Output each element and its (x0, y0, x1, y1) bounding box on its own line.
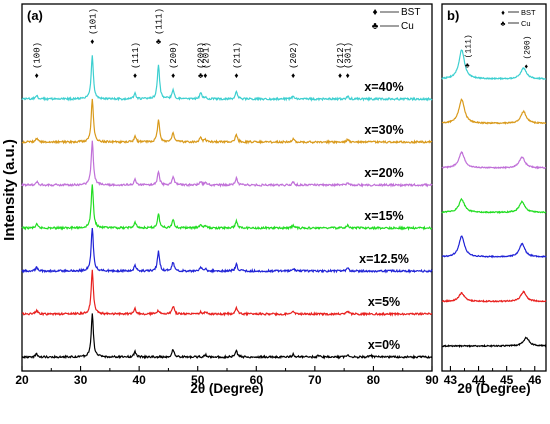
legend-marker: ♦ (501, 8, 505, 17)
peak-index-label: (111) (131, 42, 141, 69)
peak-index-label: (200) (197, 42, 207, 69)
x-axis-label: 2θ (Degree) (457, 381, 530, 396)
legend-marker: ♦ (372, 7, 377, 18)
peak-index-label: (212) (336, 42, 346, 69)
x-tick-label: 45 (500, 373, 514, 387)
peak-index-label: (100) (33, 42, 43, 69)
peak-marker: ♦ (234, 71, 238, 80)
trace-x-15- (441, 197, 547, 215)
plot-frame (21, 3, 433, 372)
trace-x-0- (21, 313, 433, 360)
peak-marker: ♦ (35, 71, 39, 80)
peak-index-label: (211) (232, 42, 242, 69)
x-tick-label: 90 (425, 373, 439, 387)
x-tick-label: 50 (191, 373, 205, 387)
x-axis-label: 2θ (Degree) (190, 381, 263, 396)
x-tick-label: 30 (74, 373, 88, 387)
peak-marker: ♣ (465, 62, 470, 69)
trace-x-15- (21, 184, 433, 231)
series-label: x=12.5% (359, 252, 409, 266)
legend-label: BST (401, 7, 420, 18)
peak-index-label: (301) (344, 42, 354, 69)
peak-index-label: (202) (289, 42, 299, 69)
peak-marker: ♦ (171, 71, 175, 80)
series-label: x=30% (364, 123, 403, 137)
peak-marker: ♣ (198, 71, 204, 80)
trace-x-20- (21, 140, 433, 188)
x-tick-label: 40 (132, 373, 146, 387)
trace-x-5- (21, 269, 433, 317)
trace-x-40- (21, 55, 433, 102)
trace-x-40- (441, 49, 546, 81)
legend-marker: ♣ (372, 21, 379, 32)
trace-x-0- (441, 336, 547, 349)
x-tick-label: 70 (308, 373, 322, 387)
trace-x-5- (441, 290, 547, 304)
peak-index-label: (101) (88, 8, 98, 35)
peak-marker: ♦ (90, 37, 94, 46)
x-tick-label: 20 (15, 373, 29, 387)
legend-label: Cu (521, 19, 531, 28)
trace-x-30- (441, 98, 547, 125)
panel-label: b) (447, 8, 459, 23)
panel-a: 20 30 40 50 60 70 80 90 2θ (Degree) x=0% x=5% x=12.… (15, 3, 439, 396)
plot-frame (441, 3, 547, 372)
peak-marker: ♦ (203, 71, 207, 80)
peak-index-label: (111) (464, 34, 473, 58)
trace-x-12-5- (21, 228, 433, 274)
peak-index-label: (200) (523, 36, 532, 60)
peak-index-label: (201) (201, 42, 211, 69)
x-tick-label: 60 (250, 373, 264, 387)
peak-index-label: (111) (154, 8, 164, 35)
trace-x-12-5- (441, 235, 547, 259)
series-label: x=15% (364, 209, 403, 223)
series-label: x=0% (368, 338, 400, 352)
legend-marker: ♣ (501, 19, 506, 28)
peak-marker: ♦ (338, 71, 342, 80)
y-axis-label: Intensity (a.u.) (1, 139, 18, 241)
series-label: x=20% (364, 166, 403, 180)
peak-marker: ♣ (156, 37, 162, 46)
trace-x-20- (441, 150, 547, 170)
x-tick-label: 80 (367, 373, 381, 387)
x-tick-label: 43 (444, 373, 458, 387)
peak-marker: ♦ (291, 71, 295, 80)
legend-label: Cu (401, 21, 414, 32)
peak-marker: ♦ (525, 64, 529, 71)
peak-marker: ♦ (346, 71, 350, 80)
series-label: x=40% (364, 80, 403, 94)
x-tick-label: 46 (528, 373, 542, 387)
peak-marker: ♦ (133, 71, 137, 80)
series-label: x=5% (368, 295, 400, 309)
x-tick-label: 44 (472, 373, 486, 387)
trace-x-30- (21, 98, 433, 145)
peak-index-label: (200) (169, 42, 179, 69)
legend-label: BST (521, 8, 536, 17)
panel-label: (a) (27, 8, 43, 23)
